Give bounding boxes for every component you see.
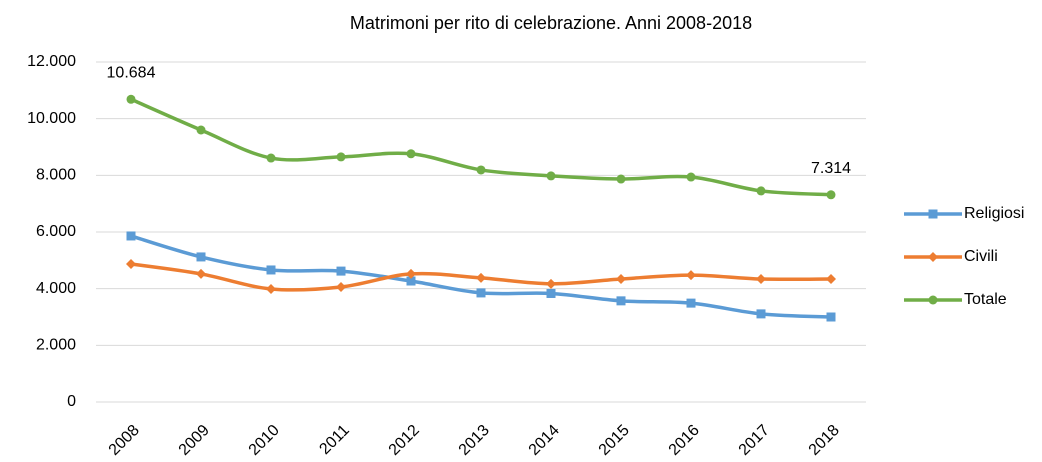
x-tick-label: 2010 xyxy=(246,422,283,459)
marker xyxy=(406,276,416,286)
marker xyxy=(406,149,416,159)
marker xyxy=(196,125,206,135)
marker xyxy=(686,172,696,182)
marker xyxy=(406,268,416,279)
marker xyxy=(756,309,766,319)
marker xyxy=(476,288,486,298)
legend-marker xyxy=(928,209,938,219)
marker xyxy=(616,174,626,184)
marker xyxy=(126,259,136,270)
legend-marker xyxy=(928,252,938,262)
y-tick-label: 4.000 xyxy=(36,280,76,297)
marker xyxy=(546,171,556,181)
y-tick-label: 8.000 xyxy=(36,167,76,184)
chart-title: Matrimoni per rito di celebrazione. Anni… xyxy=(350,13,752,33)
x-tick-label: 2018 xyxy=(806,422,843,459)
data-label: 10.684 xyxy=(107,65,156,82)
marker xyxy=(266,153,276,163)
y-tick-label: 0 xyxy=(67,393,76,410)
y-tick-label: 10.000 xyxy=(27,110,76,127)
x-tick-label: 2009 xyxy=(176,422,213,459)
marker xyxy=(126,231,136,241)
x-tick-label: 2011 xyxy=(316,422,352,458)
marker xyxy=(266,283,276,294)
marker xyxy=(616,274,626,285)
marker xyxy=(196,268,206,279)
marker xyxy=(126,94,136,104)
marker xyxy=(616,296,626,306)
marker xyxy=(826,274,836,285)
y-tick-label: 2.000 xyxy=(36,337,76,354)
marker xyxy=(756,274,766,285)
legend-label: Totale xyxy=(964,291,1007,308)
x-tick-label: 2015 xyxy=(596,422,633,459)
marker xyxy=(476,272,486,283)
x-tick-label: 2016 xyxy=(666,422,703,459)
marker xyxy=(686,270,696,281)
marker xyxy=(336,152,346,162)
legend-label: Civili xyxy=(964,248,998,265)
legend-marker xyxy=(928,295,938,305)
marker xyxy=(336,281,346,292)
x-tick-label: 2012 xyxy=(386,422,423,459)
series-line xyxy=(130,97,832,197)
x-tick-label: 2014 xyxy=(526,422,563,459)
x-tick-label: 2017 xyxy=(736,422,773,459)
x-tick-label: 2013 xyxy=(456,422,493,459)
marker xyxy=(476,165,486,175)
marker xyxy=(266,265,276,275)
marker xyxy=(826,190,836,200)
marker xyxy=(196,252,206,262)
y-tick-label: 6.000 xyxy=(36,223,76,240)
data-label: 7.314 xyxy=(811,160,851,177)
marker xyxy=(546,288,556,298)
marker xyxy=(826,312,836,322)
legend-label: Religiosi xyxy=(964,205,1024,222)
y-tick-label: 12.000 xyxy=(27,53,76,70)
x-tick-label: 2008 xyxy=(106,422,143,459)
marker xyxy=(756,186,766,196)
marker xyxy=(686,298,696,308)
marker xyxy=(336,266,346,276)
marker xyxy=(546,278,556,289)
